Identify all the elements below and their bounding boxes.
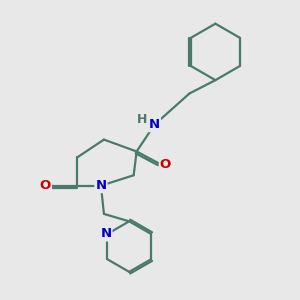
Text: N: N — [95, 179, 106, 192]
Text: O: O — [40, 179, 51, 192]
Text: N: N — [149, 118, 160, 131]
Text: H: H — [137, 113, 147, 126]
Text: O: O — [160, 158, 171, 171]
Text: N: N — [100, 227, 111, 241]
